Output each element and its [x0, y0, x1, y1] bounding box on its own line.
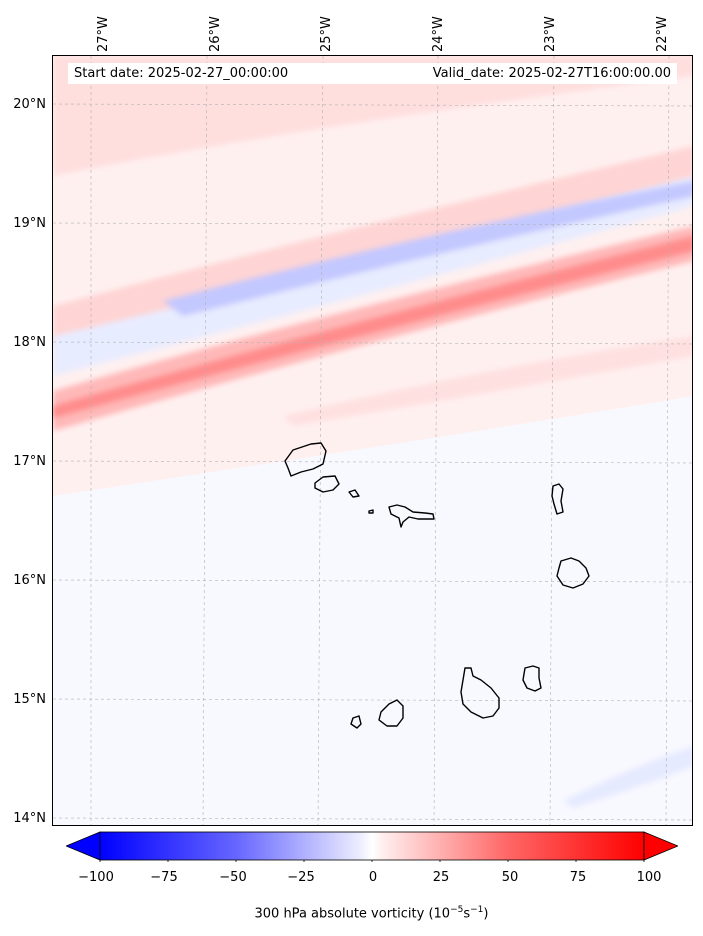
lon-label-27w: 27°W	[96, 16, 111, 52]
island-sao-vicente	[314, 475, 340, 493]
colorbar	[66, 831, 678, 862]
colorbar-label: 300 hPa absolute vorticity (10−5s−1)	[0, 905, 703, 921]
colorbar-tick-label: −50	[219, 870, 247, 885]
colorbar-label-exp2: −1	[470, 905, 484, 915]
negative-streak-se	[563, 746, 692, 808]
lon-label-24w: 24°W	[431, 16, 446, 52]
island-brava	[350, 715, 362, 729]
lat-label-17n: 17°N	[13, 454, 46, 469]
colorbar-label-exp1: −5	[450, 905, 464, 915]
island-sao-nicolau	[388, 504, 435, 528]
negative-band-strong	[163, 181, 692, 316]
coastlines	[284, 442, 590, 729]
positive-band-streak	[283, 336, 692, 426]
positive-band-north	[53, 56, 692, 176]
island-branco-raso	[368, 509, 374, 514]
colorbar-tick-label: 75	[569, 870, 587, 885]
lat-label-15n: 15°N	[13, 692, 46, 707]
island-maio	[522, 665, 542, 692]
colorbar-tick-marks	[99, 860, 645, 862]
island-fogo	[378, 699, 404, 727]
island-santo-antao	[284, 442, 327, 477]
positive-band-core	[53, 236, 692, 418]
start-date-label: Start date: 2025-02-27_00:00:00	[74, 66, 289, 81]
colorbar-tick-label: 0	[368, 870, 378, 885]
colorbar-body	[99, 831, 645, 861]
colorbar-tick-label: −75	[150, 870, 178, 885]
map-panel	[52, 55, 693, 826]
lat-label-16n: 16°N	[13, 573, 46, 588]
lat-label-19n: 19°N	[13, 216, 46, 231]
island-sal	[551, 483, 564, 515]
island-santa-luzia	[348, 489, 360, 498]
lat-label-20n: 20°N	[13, 97, 46, 112]
gridlines	[53, 56, 692, 825]
colorbar-extend-max	[643, 831, 678, 861]
colorbar-label-mid: s	[463, 906, 471, 922]
lon-label-23w: 23°W	[543, 16, 558, 52]
valid-date-label: Valid_date: 2025-02-27T16:00:00.00	[432, 66, 671, 81]
vorticity-field	[53, 56, 692, 825]
colorbar-label-prefix: 300 hPa absolute vorticity (10	[254, 906, 451, 922]
colorbar-tick-label: −25	[287, 870, 315, 885]
colorbar-tick-label: −100	[78, 870, 114, 885]
colorbar-tick-label: 25	[432, 870, 450, 885]
island-boa-vista	[556, 557, 590, 589]
lon-label-25w: 25°W	[319, 16, 334, 52]
colorbar-tick-label: 50	[501, 870, 519, 885]
lat-label-14n: 14°N	[13, 811, 46, 826]
colorbar-label-suffix: )	[483, 906, 489, 922]
island-santiago	[460, 667, 500, 719]
lat-label-18n: 18°N	[13, 335, 46, 350]
date-header: Start date: 2025-02-27_00:00:00 Valid_da…	[68, 63, 677, 84]
colorbar-extend-min	[66, 831, 101, 861]
lon-label-26w: 26°W	[208, 16, 223, 52]
lon-label-22w: 22°W	[655, 16, 670, 52]
colorbar-tick-label: 100	[636, 870, 662, 885]
